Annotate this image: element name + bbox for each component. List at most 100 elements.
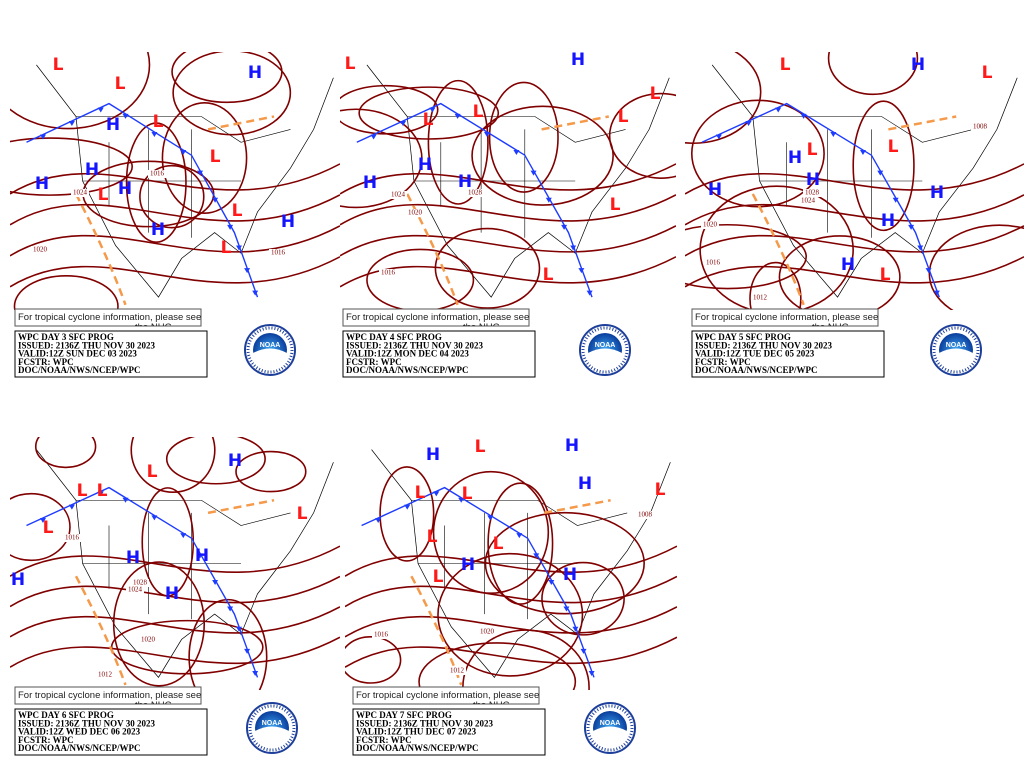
isobar: [345, 636, 677, 668]
isobar: [10, 492, 71, 562]
isobar-label-bg: [389, 191, 407, 199]
isobar: [235, 450, 307, 493]
front-pip: [570, 245, 577, 251]
notice: For tropical cyclone information, please…: [18, 312, 201, 326]
isobar: [10, 545, 340, 577]
isobar-label-bg: [751, 294, 769, 302]
notice-text: the NHC: [812, 322, 849, 333]
isobar-label: 1028: [468, 189, 483, 197]
product-title: WPC DAY 6 SFC PROG: [18, 710, 114, 720]
isobar-label: 1012: [753, 294, 768, 302]
product-fcstr: FCSTR: WPC: [346, 357, 402, 367]
pressure-center: L: [115, 74, 126, 94]
product-valid: VALID:12Z SUN DEC 03 2023: [18, 349, 137, 359]
trough: [406, 193, 459, 306]
pressure-center: L: [153, 112, 164, 132]
pressure-center: L: [473, 102, 484, 122]
pressure-center: L: [462, 484, 473, 504]
trough: [207, 499, 275, 515]
front-pip: [877, 170, 884, 176]
notice-text: the NHC: [473, 700, 510, 711]
pressure-center: H: [151, 220, 165, 240]
isobar: [10, 606, 340, 638]
product-office: DOC/NOAA/NWS/NCEP/WPC: [18, 743, 141, 753]
product-issued: ISSUED: 2136Z THU NOV 30 2023: [18, 340, 155, 350]
product-office: DOC/NOAA/NWS/NCEP/WPC: [18, 365, 141, 375]
isobar-label: 1020: [141, 636, 156, 644]
logo-text: NOAA: [600, 720, 621, 727]
pressure-center: L: [221, 238, 232, 258]
product-title: WPC DAY 5 SFC PROG: [695, 332, 791, 342]
trough: [410, 575, 463, 686]
notice: For tropical cyclone information, please…: [18, 690, 201, 704]
front-pip: [40, 517, 46, 523]
isobar-label: 1016: [65, 534, 80, 542]
isobar-label-bg: [139, 636, 157, 644]
isobar: [13, 275, 119, 310]
isobar-label: 1024: [73, 189, 88, 197]
product-box: [342, 330, 536, 378]
isobar-label-bg: [799, 197, 817, 205]
isobar: [434, 227, 541, 309]
front-pip: [68, 121, 75, 127]
product-fcstr: FCSTR: WPC: [18, 357, 74, 367]
isobar-label-bg: [379, 269, 397, 277]
pressure-center: H: [708, 180, 722, 200]
product-issued: ISSUED: 2136Z THU NOV 30 2023: [346, 340, 483, 350]
product-title: WPC DAY 4 SFC PROG: [346, 332, 442, 342]
logo-ring: [581, 326, 629, 374]
notice-box: [14, 308, 202, 327]
pressure-center: L: [98, 185, 109, 205]
isobar: [161, 102, 248, 214]
isobar-label-bg: [31, 246, 49, 254]
isobar: [432, 470, 550, 595]
front-pip: [197, 553, 204, 559]
product-issued: ISSUED: 2136Z THU NOV 30 2023: [695, 340, 832, 350]
pressure-center: L: [345, 54, 356, 74]
isobar-label-bg: [126, 586, 144, 594]
notice-text: For tropical cyclone information, please…: [346, 312, 529, 323]
cold-front: [26, 102, 259, 298]
isobar: [685, 163, 1024, 195]
logo-wave: [593, 726, 627, 748]
pressure-center: L: [493, 534, 504, 554]
pressure-center: L: [610, 195, 621, 215]
front-pip: [513, 150, 520, 156]
isobar-label-bg: [131, 579, 149, 587]
isobar: [685, 194, 1024, 226]
front-pip: [925, 268, 932, 274]
pressure-center: H: [841, 255, 855, 275]
isobar: [130, 437, 216, 493]
pressure-center: H: [911, 55, 925, 75]
front-pip: [487, 515, 494, 521]
pressure-center: H: [571, 50, 585, 70]
logo-ring: [586, 704, 634, 752]
isobar: [10, 137, 133, 196]
coastline: [371, 449, 671, 678]
front-pip: [151, 131, 158, 137]
front-pip: [859, 150, 866, 156]
isobar: [165, 437, 266, 485]
isobar-label: 1028: [805, 189, 820, 197]
product-office: DOC/NOAA/NWS/NCEP/WPC: [695, 365, 818, 375]
isobar-label-bg: [71, 189, 89, 197]
front-pip: [745, 121, 752, 127]
logo-text: NOAA: [262, 720, 283, 727]
front-pip: [586, 290, 593, 296]
front-pip: [122, 497, 129, 503]
isobar: [10, 163, 340, 195]
front-pip: [588, 671, 595, 677]
coastline: [366, 64, 670, 298]
front-pip: [370, 134, 377, 140]
front-pip: [68, 504, 75, 510]
pressure-center: L: [982, 63, 993, 83]
trough: [207, 115, 275, 131]
isobar-label-bg: [701, 221, 719, 229]
pressure-center: H: [248, 63, 262, 83]
isobar: [345, 636, 402, 684]
isobar: [685, 225, 1024, 257]
front-pip: [563, 606, 570, 612]
isobar: [366, 248, 475, 310]
logo-text: NOAA: [260, 342, 281, 349]
